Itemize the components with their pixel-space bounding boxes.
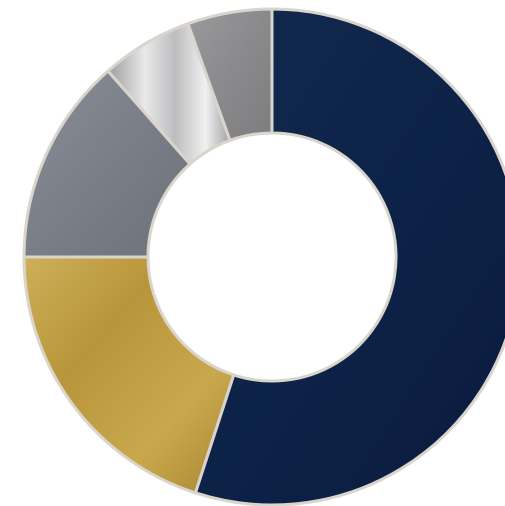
donut-slice-5: [186, 7, 274, 142]
donut-slice-2: [22, 255, 236, 495]
donut-slices: [22, 7, 505, 506]
